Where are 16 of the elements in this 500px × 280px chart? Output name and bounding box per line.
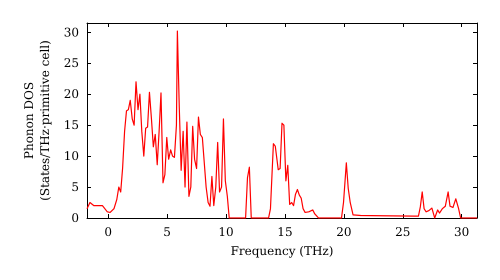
y-tick-label: 10 — [64, 149, 79, 164]
y-axis-title: Phonon DOS (States/THz·primitive cell) — [22, 40, 52, 201]
x-tick-label: 25 — [395, 225, 410, 239]
x-tick-label: 15 — [277, 225, 293, 239]
y-tick-label: 20 — [64, 87, 79, 102]
y-tick-label: 25 — [64, 56, 79, 70]
y-tick-label: 0 — [71, 211, 79, 225]
x-tick-label: 0 — [104, 225, 112, 239]
x-tick-label: 10 — [218, 225, 234, 239]
y-tick-label: 15 — [64, 118, 79, 132]
y-tick-label: 5 — [71, 180, 79, 194]
x-axis-title: Frequency (THz) — [230, 244, 334, 258]
y-tick-label: 30 — [64, 25, 79, 40]
x-tick-label: 30 — [454, 225, 470, 239]
x-tick-label: 20 — [336, 225, 352, 239]
x-tick-label: 5 — [163, 225, 171, 239]
